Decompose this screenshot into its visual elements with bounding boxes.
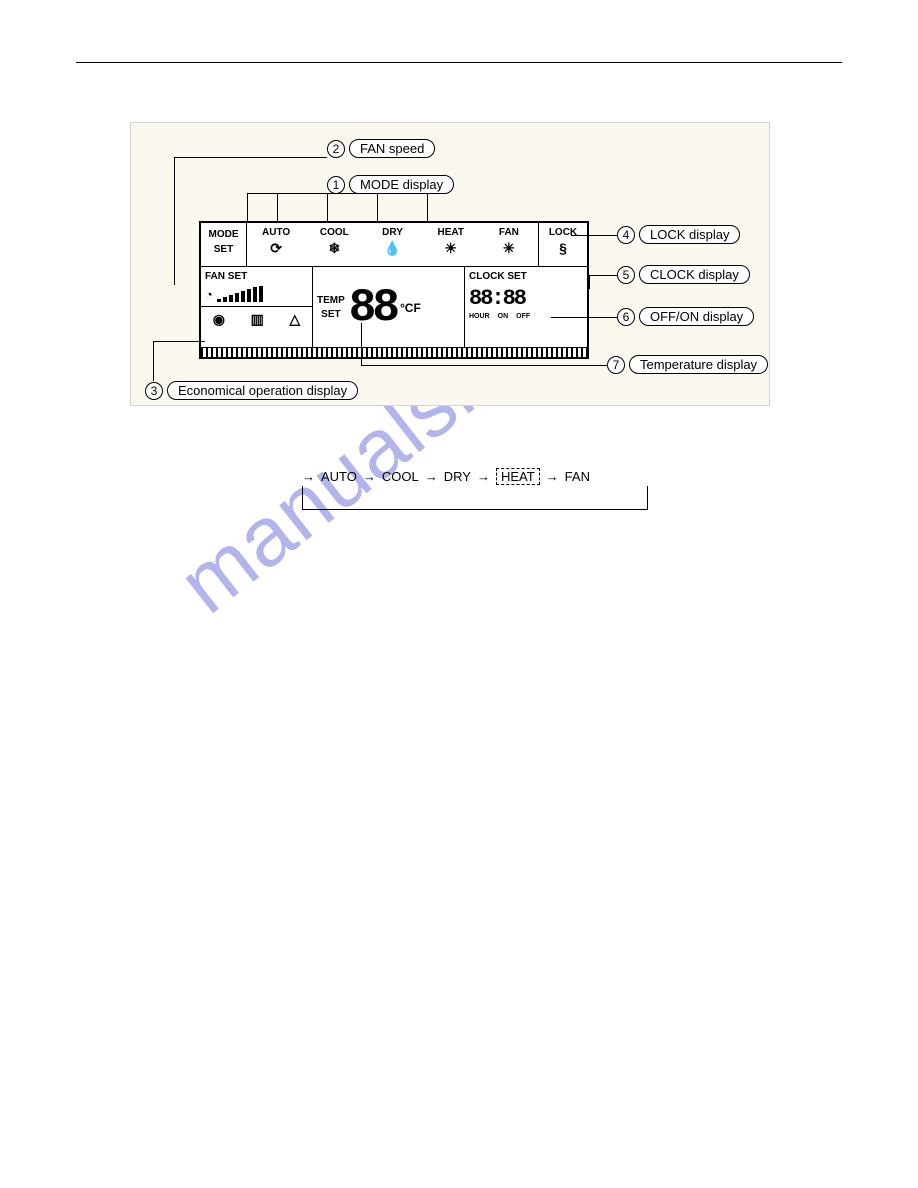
callout-3-num: 3 — [145, 382, 163, 400]
lead-4 — [571, 235, 617, 236]
temp-label-bot: SET — [321, 309, 340, 320]
callout-4-num: 4 — [617, 226, 635, 244]
mode-auto: AUTO ⟳ — [247, 223, 305, 266]
arrow-icon: → — [302, 469, 315, 484]
callout-7-text: Temperature display — [629, 355, 768, 374]
lcd-row-top: MODE SET AUTO ⟳ COOL ❄ DRY 💧 HEAT — [201, 223, 587, 267]
callout-2: 2 FAN speed — [327, 139, 435, 158]
lock-cell: LOCK § — [539, 223, 587, 266]
lead-6 — [551, 317, 617, 318]
mode-fan-label: FAN — [499, 227, 519, 238]
callout-4: 4 LOCK display — [617, 225, 740, 244]
callout-1-num: 1 — [327, 176, 345, 194]
mode-fan: FAN ✳ — [480, 223, 538, 266]
clock-on-label: ON — [498, 313, 509, 320]
mode-auto-label: AUTO — [262, 227, 290, 238]
lead-1v1 — [277, 193, 278, 221]
arrow-icon: → — [477, 469, 490, 484]
mode-set-label: MODE SET — [201, 223, 247, 266]
callout-2-text: FAN speed — [349, 139, 435, 158]
callout-6-num: 6 — [617, 308, 635, 326]
callout-5: 5 CLOCK display — [617, 265, 750, 284]
callout-1-text: MODE display — [349, 175, 454, 194]
lead-1v4 — [427, 193, 428, 221]
mode-cycle-row: → AUTO → COOL → DRY → HEAT → FAN — [290, 468, 660, 485]
callout-3-text: Economical operation display — [167, 381, 358, 400]
sun-icon: ☀ — [422, 240, 480, 257]
mode-dry-label: DRY — [382, 227, 403, 238]
arrow-icon: → — [425, 469, 438, 484]
callout-6: 6 OFF/ON display — [617, 307, 754, 326]
clock-digits: 88:88 — [469, 286, 583, 311]
fan-speed-bars — [217, 286, 263, 302]
fan-set-cell: FAN SET ◔ ◉ ▥ △ — [201, 267, 313, 349]
fan-icon: ✳ — [480, 240, 538, 257]
lead-7h — [361, 365, 607, 366]
lead-5 — [589, 275, 617, 276]
eco-icon-1: ◉ — [213, 311, 225, 328]
lead-3v — [153, 341, 154, 381]
clock-set-label: CLOCK SET — [469, 271, 527, 282]
cycle-item-heat: HEAT — [496, 468, 540, 485]
temp-set-label: TEMP SET — [317, 294, 345, 322]
arrow-icon: → — [363, 469, 376, 484]
lcd-panel: MODE SET AUTO ⟳ COOL ❄ DRY 💧 HEAT — [199, 221, 589, 359]
eco-icon-3: △ — [289, 311, 300, 328]
temp-label-top: TEMP — [317, 295, 345, 306]
lock-label: LOCK — [549, 227, 577, 238]
callout-2-num: 2 — [327, 140, 345, 158]
lcd-row-bottom: FAN SET ◔ ◉ ▥ △ TEMP — [201, 267, 587, 349]
clock-hour-label: HOUR — [469, 313, 490, 320]
mode-cool-label: COOL — [320, 227, 349, 238]
mode-cycle-diagram: → AUTO → COOL → DRY → HEAT → FAN — [290, 468, 660, 520]
cycle-item-dry: DRY — [444, 469, 471, 484]
eco-icon-2: ▥ — [251, 311, 264, 328]
lead-2v — [174, 157, 175, 285]
mode-icons-row: AUTO ⟳ COOL ❄ DRY 💧 HEAT ☀ FAN ✳ — [247, 223, 539, 266]
lead-1v3 — [377, 193, 378, 221]
mode-heat: HEAT ☀ — [422, 223, 480, 266]
callout-1: 1 MODE display — [327, 175, 454, 194]
temp-cell: TEMP SET 88 °CF — [313, 267, 465, 349]
callout-7: 7 Temperature display — [607, 355, 768, 374]
clock-off-label: OFF — [516, 313, 530, 320]
callout-5-text: CLOCK display — [639, 265, 750, 284]
callout-7-num: 7 — [607, 356, 625, 374]
lead-5v — [589, 275, 590, 289]
lead-1h — [247, 193, 437, 194]
temp-unit: °CF — [400, 301, 421, 315]
callout-3: 3 Economical operation display — [145, 381, 358, 400]
mode-label-bot: SET — [214, 244, 233, 255]
callout-5-num: 5 — [617, 266, 635, 284]
callout-6-text: OFF/ON display — [639, 307, 754, 326]
fan-set-label: FAN SET — [205, 271, 247, 282]
cycle-item-fan: FAN — [565, 469, 590, 484]
droplet-icon: 💧 — [363, 240, 421, 257]
mode-label-top: MODE — [209, 229, 239, 240]
callout-4-text: LOCK display — [639, 225, 740, 244]
mode-dry: DRY 💧 — [363, 223, 421, 266]
cycle-item-cool: COOL — [382, 469, 419, 484]
auto-icon: ⟳ — [247, 240, 305, 257]
lock-icon: § — [539, 240, 587, 256]
clock-cell: CLOCK SET 88:88 HOUR ON OFF — [465, 267, 587, 349]
arrow-icon: → — [546, 469, 559, 484]
lead-2h — [174, 157, 327, 158]
mode-cool: COOL ❄ — [305, 223, 363, 266]
mode-heat-label: HEAT — [437, 227, 463, 238]
lead-1v0 — [247, 193, 248, 221]
lcd-diagram: MODE SET AUTO ⟳ COOL ❄ DRY 💧 HEAT — [130, 122, 770, 406]
eco-icons-row: ◉ ▥ △ — [201, 306, 312, 332]
page-top-rule — [76, 62, 842, 63]
temp-digits: 88 — [349, 285, 396, 331]
lcd-bottom-hatch — [201, 347, 587, 357]
cycle-item-auto: AUTO — [321, 469, 357, 484]
fan-rotary-icon: ◔ — [205, 287, 213, 302]
cycle-return-line — [302, 486, 648, 510]
lead-7v — [361, 323, 362, 365]
lead-3h — [153, 341, 205, 342]
snowflake-icon: ❄ — [305, 240, 363, 257]
lead-1v2 — [327, 193, 328, 221]
